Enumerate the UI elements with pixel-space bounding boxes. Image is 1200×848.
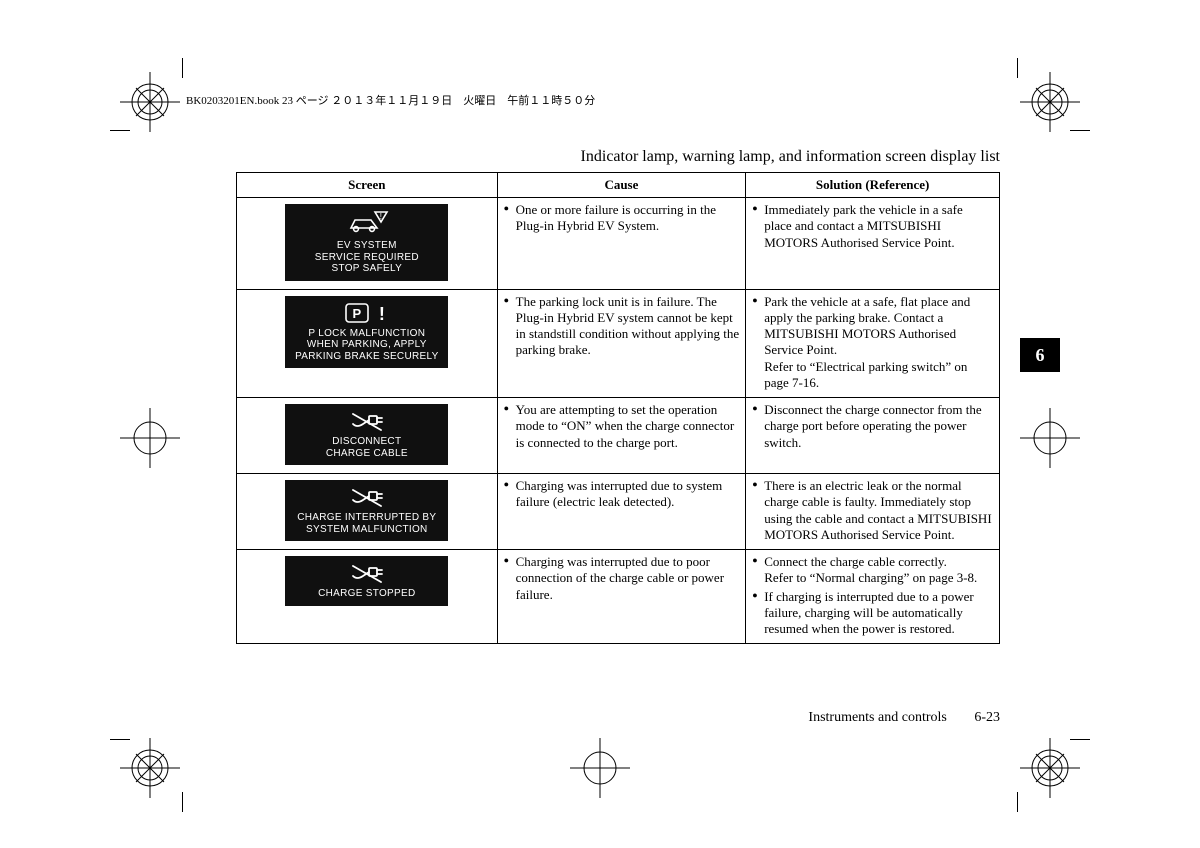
svg-text:P: P: [352, 306, 361, 321]
print-header-meta: BK0203201EN.book 23 ページ ２０１３年１１月１９日 火曜日 …: [186, 92, 595, 108]
solution-item: Disconnect the charge connector from the…: [752, 402, 993, 451]
solution-item: There is an electric leak or the normal …: [752, 478, 993, 543]
footer-section: Instruments and controls: [808, 710, 946, 725]
screen-display: ! EV SYSTEM SERVICE REQUIRED STOP SAFELY: [285, 204, 448, 281]
crop-line: [110, 739, 130, 740]
crop-line: [1070, 130, 1090, 131]
screen-display-text: CHARGE INTERRUPTED BY SYSTEM MALFUNCTION: [289, 512, 444, 535]
cell-cause: The parking lock unit is in failure. The…: [497, 289, 746, 398]
svg-text:!: !: [380, 212, 383, 221]
cell-solution: Immediately park the vehicle in a safe p…: [746, 198, 1000, 290]
screen-display: CHARGE INTERRUPTED BY SYSTEM MALFUNCTION: [285, 480, 448, 541]
cell-cause: Charging was interrupted due to system f…: [497, 474, 746, 550]
screen-display-text: P LOCK MALFUNCTION WHEN PARKING, APPLY P…: [289, 328, 444, 363]
section-tab: 6: [1020, 338, 1060, 372]
table-row: DISCONNECT CHARGE CABLE You are attemptin…: [237, 398, 1000, 474]
cell-screen: CHARGE INTERRUPTED BY SYSTEM MALFUNCTION: [237, 474, 498, 550]
cause-item: Charging was interrupted due to poor con…: [504, 554, 740, 603]
screen-display-text: DISCONNECT CHARGE CABLE: [289, 436, 444, 459]
cause-item: Charging was interrupted due to system f…: [504, 478, 740, 511]
screen-display: CHARGE STOPPED: [285, 556, 448, 606]
regmark-top-left: [120, 72, 180, 132]
page-footer: Instruments and controls 6-23: [236, 710, 1000, 726]
crop-line: [1070, 739, 1090, 740]
regmark-top-right: [1020, 72, 1080, 132]
cell-cause: Charging was interrupted due to poor con…: [497, 550, 746, 644]
solution-item: Park the vehicle at a safe, flat place a…: [752, 294, 993, 392]
table-row: CHARGE INTERRUPTED BY SYSTEM MALFUNCTION…: [237, 474, 1000, 550]
col-header-screen: Screen: [237, 173, 498, 198]
page-content: Indicator lamp, warning lamp, and inform…: [236, 148, 1000, 644]
table-row: ! EV SYSTEM SERVICE REQUIRED STOP SAFELY O…: [237, 198, 1000, 290]
table-row: CHARGE STOPPED Charging was interrupted d…: [237, 550, 1000, 644]
col-header-solution: Solution (Reference): [746, 173, 1000, 198]
table-row: P! P LOCK MALFUNCTION WHEN PARKING, APPLY…: [237, 289, 1000, 398]
solution-item: If charging is interrupted due to a powe…: [752, 589, 993, 638]
cause-item: One or more failure is occurring in the …: [504, 202, 740, 235]
solution-item: Immediately park the vehicle in a safe p…: [752, 202, 993, 251]
cell-screen: P! P LOCK MALFUNCTION WHEN PARKING, APPLY…: [237, 289, 498, 398]
col-header-cause: Cause: [497, 173, 746, 198]
crop-line: [182, 792, 183, 812]
cell-solution: Disconnect the charge connector from the…: [746, 398, 1000, 474]
cell-cause: One or more failure is occurring in the …: [497, 198, 746, 290]
cell-solution: Park the vehicle at a safe, flat place a…: [746, 289, 1000, 398]
solution-item: Connect the charge cable correctly. Refe…: [752, 554, 993, 587]
regmark-mid-left: [120, 408, 180, 468]
screen-display-text: CHARGE STOPPED: [289, 588, 444, 600]
cell-screen: ! EV SYSTEM SERVICE REQUIRED STOP SAFELY: [237, 198, 498, 290]
regmark-mid-right: [1020, 408, 1080, 468]
svg-text:!: !: [379, 304, 385, 324]
regmark-bottom-mid: [570, 738, 630, 798]
screen-display: P! P LOCK MALFUNCTION WHEN PARKING, APPLY…: [285, 296, 448, 369]
footer-page-number: 6-23: [974, 710, 1000, 725]
cause-item: You are attempting to set the operation …: [504, 402, 740, 451]
cell-solution: There is an electric leak or the normal …: [746, 474, 1000, 550]
screen-display-text: EV SYSTEM SERVICE REQUIRED STOP SAFELY: [289, 240, 444, 275]
cell-cause: You are attempting to set the operation …: [497, 398, 746, 474]
indicator-table: Screen Cause Solution (Reference) ! EV SY…: [236, 172, 1000, 644]
screen-display: DISCONNECT CHARGE CABLE: [285, 404, 448, 465]
regmark-bottom-right: [1020, 738, 1080, 798]
page-title: Indicator lamp, warning lamp, and inform…: [236, 148, 1000, 166]
crop-line: [182, 58, 183, 78]
cell-screen: DISCONNECT CHARGE CABLE: [237, 398, 498, 474]
crop-line: [1017, 792, 1018, 812]
crop-line: [1017, 58, 1018, 78]
crop-line: [110, 130, 130, 131]
cell-solution: Connect the charge cable correctly. Refe…: [746, 550, 1000, 644]
regmark-bottom-left: [120, 738, 180, 798]
cause-item: The parking lock unit is in failure. The…: [504, 294, 740, 359]
cell-screen: CHARGE STOPPED: [237, 550, 498, 644]
table-header-row: Screen Cause Solution (Reference): [237, 173, 1000, 198]
